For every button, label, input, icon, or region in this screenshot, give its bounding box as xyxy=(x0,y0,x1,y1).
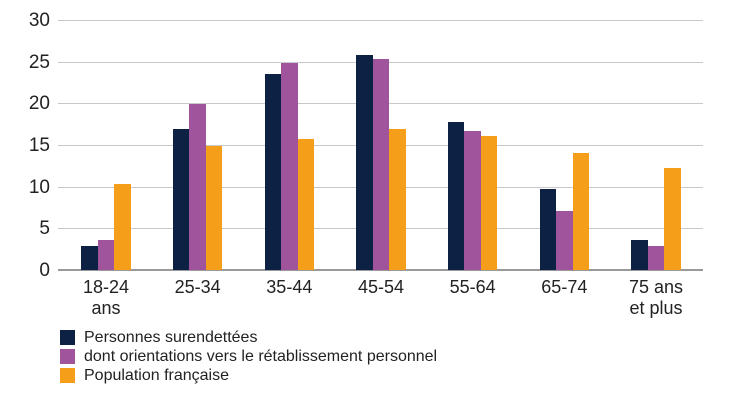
x-tick-label: 45-54 xyxy=(357,277,405,297)
legend-label: dont orientations vers le rétablissement… xyxy=(84,347,438,365)
bar-series-0-cat-6 xyxy=(631,240,648,270)
bar-series-1-cat-2 xyxy=(281,63,298,270)
bar-series-2-cat-2 xyxy=(297,139,315,270)
bar-series-2-cat-3 xyxy=(389,129,406,270)
legend-swatch xyxy=(60,368,75,383)
y-tick-label: 10 xyxy=(28,176,50,198)
y-tick-label: 5 xyxy=(39,218,50,240)
y-tick-label: 15 xyxy=(28,135,50,156)
bar-series-0-cat-2 xyxy=(264,74,282,270)
bar-series-1-cat-1 xyxy=(189,104,206,270)
bar-series-2-cat-1 xyxy=(205,145,223,270)
x-tick-label: 35-44 xyxy=(266,277,313,297)
y-tick-label: 30 xyxy=(28,10,50,31)
legend-item: Personnes surendettées xyxy=(60,328,437,347)
x-tick-label: 75 ans et plus xyxy=(628,277,684,319)
bar-series-1-cat-3 xyxy=(372,59,390,270)
bar-series-0-cat-5 xyxy=(539,189,557,270)
bar-series-2-cat-4 xyxy=(480,135,498,270)
legend-item: dont orientations vers le rétablissement… xyxy=(60,347,437,366)
y-tick-label: 0 xyxy=(39,260,50,281)
legend-label: Personnes surendettées xyxy=(84,328,258,346)
bar-series-0-cat-1 xyxy=(172,129,190,270)
bar-series-0-cat-4 xyxy=(447,121,465,270)
legend: Personnes surendettées dont orientations … xyxy=(60,328,437,385)
x-axis-line xyxy=(58,269,703,271)
bar-series-2-cat-5 xyxy=(572,152,590,270)
y-tick-label: 25 xyxy=(28,51,50,73)
legend-swatch xyxy=(60,349,75,364)
x-tick-label: 55-64 xyxy=(449,277,496,297)
bar-series-0-cat-3 xyxy=(356,55,373,270)
gridline xyxy=(58,20,703,21)
x-tick-label: 18-24 ans xyxy=(82,277,130,319)
bar-series-1-cat-6 xyxy=(647,245,665,270)
bar-series-1-cat-0 xyxy=(97,240,115,270)
bar-series-1-cat-4 xyxy=(464,130,481,270)
legend-label: Population française xyxy=(84,366,229,384)
legend-swatch xyxy=(60,330,75,345)
bar-series-2-cat-6 xyxy=(664,167,681,270)
y-tick-label: 20 xyxy=(28,93,50,115)
x-tick-label: 25-34 xyxy=(174,277,221,297)
legend-item: Population française xyxy=(60,366,437,385)
bar-series-1-cat-5 xyxy=(556,210,573,270)
x-tick-label: 65-74 xyxy=(541,277,588,297)
bar-series-2-cat-0 xyxy=(114,184,131,270)
bar-series-0-cat-0 xyxy=(81,245,98,270)
